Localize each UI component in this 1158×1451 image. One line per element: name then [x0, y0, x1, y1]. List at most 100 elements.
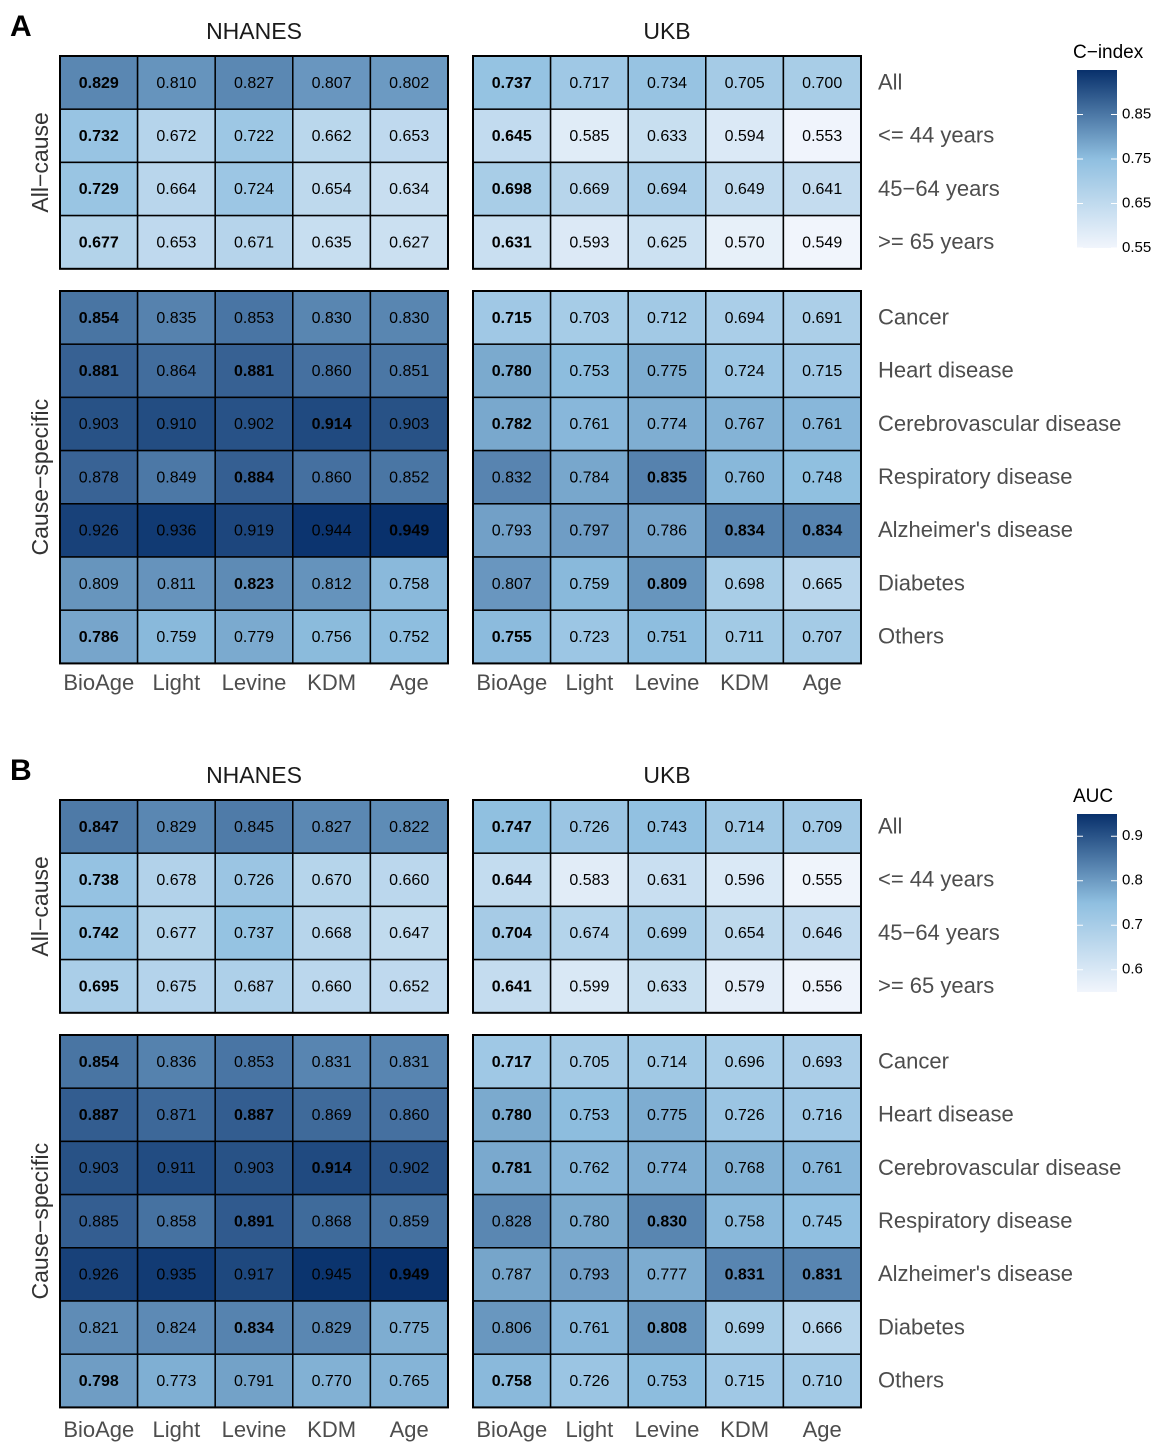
colorbar-tick-label: 0.85 — [1122, 105, 1151, 122]
cell-value: 0.674 — [569, 925, 609, 942]
cell-value: 0.700 — [802, 75, 842, 92]
cell-value: 0.717 — [492, 1054, 532, 1071]
heatmap-cell — [369, 556, 449, 611]
heatmap-cell — [369, 609, 449, 665]
cell-value: 0.823 — [234, 576, 274, 593]
heatmap-cell — [292, 1353, 372, 1409]
heatmap-cell — [59, 1087, 139, 1143]
heatmap-cell — [472, 1140, 552, 1196]
cell-value: 0.779 — [234, 629, 274, 646]
heatmap-cell — [705, 343, 785, 399]
colorbar — [1077, 70, 1117, 248]
cell-value: 0.830 — [647, 1213, 687, 1230]
cell-value: 0.695 — [79, 978, 119, 995]
cell-value: 0.756 — [312, 629, 352, 646]
cell-value: 0.726 — [569, 1373, 609, 1390]
cell-value: 0.672 — [156, 128, 196, 145]
group-label: All−cause — [27, 856, 53, 956]
cell-value: 0.811 — [157, 576, 196, 593]
cell-value: 0.809 — [79, 576, 119, 593]
cell-value: 0.647 — [389, 925, 429, 942]
cell-value: 0.715 — [802, 363, 842, 380]
cell-value: 0.859 — [389, 1213, 429, 1230]
cell-value: 0.852 — [389, 469, 429, 486]
cell-value: 0.858 — [156, 1213, 196, 1230]
heatmap-cell — [782, 609, 862, 665]
row-label: Cancer — [878, 304, 949, 329]
cell-value: 0.705 — [725, 75, 765, 92]
cell-value: 0.631 — [492, 234, 532, 251]
row-label: Others — [878, 1368, 944, 1393]
cell-value: 0.641 — [492, 978, 532, 995]
cell-value: 0.853 — [234, 1054, 274, 1071]
heatmap-cell — [549, 161, 629, 217]
cell-value: 0.723 — [569, 629, 609, 646]
heatmap-cell — [136, 1353, 216, 1409]
cell-value: 0.631 — [647, 872, 687, 889]
cell-value: 0.926 — [79, 1267, 119, 1284]
heatmap-cell — [292, 161, 372, 217]
cell-value: 0.860 — [312, 363, 352, 380]
cell-value: 0.654 — [312, 181, 352, 198]
cell-value: 0.847 — [79, 819, 119, 836]
cell-value: 0.793 — [492, 523, 532, 540]
dataset-title-ukb: UKB — [643, 18, 690, 44]
cell-value: 0.726 — [234, 872, 274, 889]
cell-value: 0.698 — [492, 181, 532, 198]
cell-value: 0.869 — [312, 1107, 352, 1124]
heatmap-cell — [549, 449, 629, 505]
heatmap-cell — [369, 1247, 449, 1302]
cell-value: 0.762 — [569, 1160, 609, 1177]
column-label: Levine — [222, 1417, 287, 1442]
heatmap-cell — [705, 1353, 785, 1409]
cell-value: 0.747 — [492, 819, 532, 836]
heatmap-cell — [782, 343, 862, 399]
heatmap-cell — [136, 852, 216, 908]
cell-value: 0.917 — [234, 1267, 274, 1284]
heatmap-cell — [214, 396, 294, 452]
heatmap-cell — [59, 1300, 139, 1355]
cell-value: 0.806 — [492, 1320, 532, 1337]
heatmap-cell — [782, 1034, 862, 1089]
cell-value: 0.745 — [802, 1213, 842, 1230]
cell-value: 0.784 — [569, 469, 609, 486]
heatmap-cell — [292, 1140, 372, 1196]
group-label: All−cause — [27, 112, 53, 212]
cell-value: 0.775 — [389, 1320, 429, 1337]
column-label: BioAge — [63, 1417, 134, 1442]
cell-value: 0.712 — [647, 310, 687, 327]
heatmap-cell — [136, 1300, 216, 1355]
heatmap-cell — [549, 556, 629, 611]
cell-value: 0.641 — [802, 181, 842, 198]
cell-value: 0.743 — [647, 819, 687, 836]
cell-value: 0.737 — [234, 925, 274, 942]
cell-value: 0.761 — [802, 416, 842, 433]
cell-value: 0.775 — [647, 363, 687, 380]
cell-value: 0.780 — [569, 1213, 609, 1230]
cell-value: 0.786 — [79, 629, 119, 646]
cell-value: 0.734 — [647, 75, 687, 92]
cell-value: 0.759 — [156, 629, 196, 646]
cell-value: 0.666 — [802, 1320, 842, 1337]
cell-value: 0.670 — [312, 872, 352, 889]
cell-value: 0.774 — [647, 1160, 687, 1177]
cell-value: 0.644 — [492, 872, 532, 889]
cell-value: 0.716 — [802, 1107, 842, 1124]
heatmap-cell — [782, 958, 862, 1014]
colorbar-tick-label: 0.65 — [1122, 194, 1151, 211]
heatmap-cell — [472, 108, 552, 164]
cell-value: 0.583 — [569, 872, 609, 889]
heatmap-cell — [627, 1034, 707, 1089]
heatmap-cell — [627, 905, 707, 961]
cell-value: 0.871 — [156, 1107, 196, 1124]
heatmap-cell — [627, 1193, 707, 1249]
cell-value: 0.887 — [234, 1107, 274, 1124]
cell-value: 0.707 — [802, 629, 842, 646]
heatmap-cell — [136, 1140, 216, 1196]
heatmap-cell — [472, 958, 552, 1014]
row-label: >= 65 years — [878, 229, 994, 254]
cell-value: 0.775 — [647, 1107, 687, 1124]
heatmap-cell — [549, 1353, 629, 1409]
cell-value: 0.902 — [234, 416, 274, 433]
